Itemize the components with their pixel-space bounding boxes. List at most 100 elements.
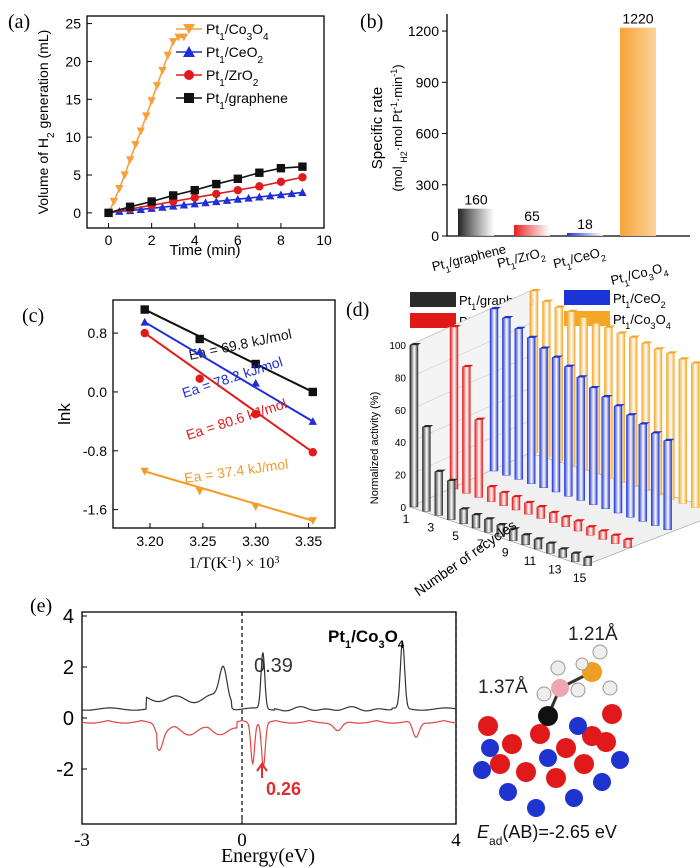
data-point [212,189,221,199]
panel-c-ticks: 3.20 3.25 3.30 3.35 -1.6 -0.8 0.0 0.8 [83,325,323,549]
data-point [233,185,243,195]
y-tick-label: 40 [395,438,407,449]
bar-top [536,505,548,508]
data-point [152,82,162,90]
bar [471,514,481,529]
data-point [190,185,199,195]
data-point [174,33,183,42]
gridline [409,290,531,346]
bar [611,535,620,544]
inset-bond-label-1: 1.21Å [568,624,618,645]
label-part: 3 [648,272,655,283]
panel-d-label: (d) [346,299,369,321]
data-point [147,97,156,105]
bar-top [666,351,678,354]
bar [623,539,632,549]
bar-top [530,289,541,291]
bar-top [484,517,496,520]
label-part: 2 [600,253,607,264]
bar-top [496,523,508,526]
y-tick-label: 10 [65,129,81,145]
svg-text:Pt1/graphene: Pt1/graphene [206,90,288,112]
y-tick-label: 0.8 [88,325,108,341]
bar [613,405,623,514]
data-point [140,467,149,476]
x-tick-label: 11 [524,554,537,568]
data-point [109,197,119,206]
bar [434,471,443,516]
bar-top [629,335,641,338]
x-tick-label: 9 [502,546,509,560]
x-tick-label: 0 [105,232,113,248]
bar [489,308,499,472]
data-point [195,374,204,383]
bar-top [567,309,579,312]
panel-c-frame [112,299,336,529]
panel-c-xlabel: 1/T(K-1) × 103 [189,555,280,573]
inset-bond-label-2: 1.37Å [478,677,528,698]
bar [638,424,647,522]
label-part: 1 [566,261,573,272]
label-part: Pt [496,253,512,271]
x-tick-label: 3.25 [189,533,216,549]
x-tick-label: -3 [74,830,90,851]
bar-top [527,335,539,338]
peak-label-down: 0.26 [266,779,301,799]
label-part: 1 [623,278,630,289]
y-tick-label: -0.8 [83,443,107,459]
bar-top [654,347,665,350]
legend-item-co3o4: Pt1/Co3O4 [176,21,269,43]
bar [502,317,511,476]
y-tick-label: 0 [400,503,406,514]
x-tick-label: 0 [237,830,247,851]
bar [546,543,555,554]
bar-top [583,555,595,558]
peak-label-up: 0.39 [254,655,293,677]
bar-top [542,299,554,302]
bar-top [614,404,625,407]
y-tick-label: -1.6 [83,502,107,518]
data-point [255,192,264,201]
inset-adsorption-energy: Ead(AB)=-2.65 eV [477,822,617,848]
bar-value-label: 160 [464,192,488,208]
data-point [298,188,307,196]
data-point [163,51,172,60]
data-point [168,191,178,200]
y-tick-label: 0 [73,205,81,221]
bar-top [447,478,459,481]
data-point [308,448,317,457]
data-point [265,191,275,200]
x-tick-label: 3.30 [242,533,269,549]
bar-top [616,331,628,334]
bar [663,440,672,531]
x-tick-label: 2 [148,232,156,248]
bar [573,521,583,532]
bar-top [579,315,591,318]
data-point [136,127,146,136]
bar-top [512,495,523,498]
bar [533,539,543,550]
bar-top [626,413,638,416]
fit-line [144,321,314,423]
legend-marker [183,24,195,34]
y-tick-label: 900 [416,74,440,90]
legend-marker [183,46,195,57]
bar-top [499,490,511,493]
y-tick-label: 20 [395,471,407,482]
svg-text:Pt1/Co3O4: Pt1/Co3O4 [613,312,671,331]
bar-top [691,361,700,364]
bar-top [459,507,471,510]
bar [601,396,610,509]
fit-line [144,470,314,522]
panel-a-ylabel: Volume of H2 generation (mL) [35,30,57,215]
label-part: Pt [552,254,568,272]
data-point [195,334,204,344]
y-tick-label: 0.0 [88,384,108,400]
panel-e-title: Pt1/Co3O4 [328,627,405,651]
panel-b: (b) 0 300 600 900 1200 160 65 18 1220 Specific … [360,11,690,289]
panel-b-ticks: 0 300 600 900 1200 [408,23,447,244]
bar-value-label: 1220 [622,11,653,27]
panel-e-series [81,641,457,769]
